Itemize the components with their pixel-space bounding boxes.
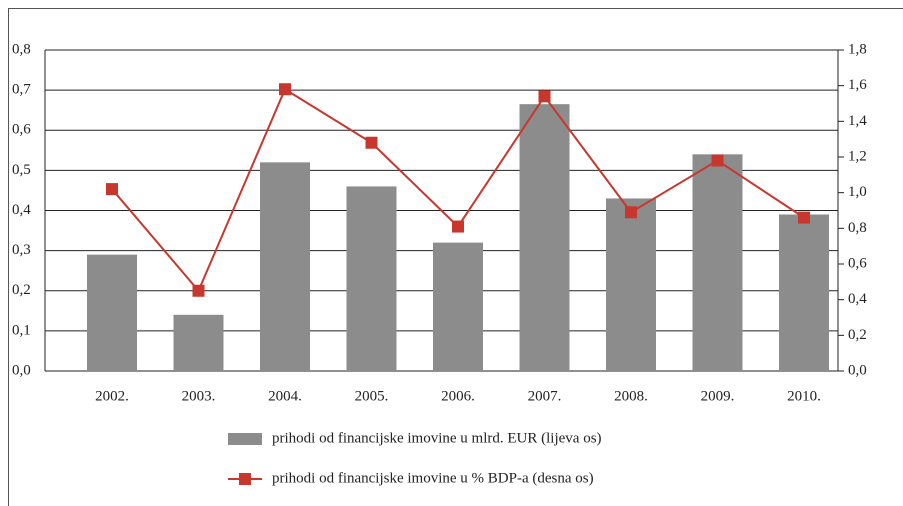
marker [538,90,551,103]
x-tick-label: 2004. [268,388,302,404]
bar [260,162,310,371]
legend-label: prihodi od financijske imovine u % BDP-a… [272,470,594,486]
x-tick-label: 2005. [355,388,389,404]
y2-tick-label: 0,4 [848,291,867,307]
bar [173,314,224,371]
y-tick-label: 0,4 [12,202,31,218]
marker [106,183,118,196]
y-tick-label: 0,8 [12,41,31,57]
legend-label: prihodi od financijske imovine u mlrd. E… [272,430,602,446]
x-tick-label: 2009. [701,388,735,404]
y-tick-label: 0,2 [12,282,31,298]
y2-tick-label: 1,8 [848,41,867,57]
y-tick-label: 0,7 [12,82,31,98]
y2-tick-label: 0,8 [848,220,867,236]
x-tick-label: 2003. [182,388,216,404]
marker [711,154,724,167]
y-tick-label: 0,0 [12,362,31,378]
marker [452,220,464,233]
y2-tick-label: 0,0 [848,362,867,378]
y-tick-label: 0,6 [12,122,31,138]
y2-tick-label: 1,4 [848,113,867,129]
marker [625,206,637,219]
bar [346,186,397,371]
y-tick-label: 0,1 [12,322,31,338]
y2-tick-label: 0,6 [848,255,867,271]
marker [365,136,378,149]
bar [606,198,656,371]
bar [779,214,829,371]
y2-tick-label: 1,6 [848,77,867,93]
bar [692,154,743,371]
x-tick-label: 2008. [614,388,648,404]
x-tick-label: 2010. [787,388,821,404]
marker [279,83,291,96]
legend-swatch [228,433,262,445]
frame [8,8,903,506]
bar [519,104,570,371]
x-tick-label: 2002. [95,388,129,404]
y-tick-label: 0,3 [12,242,31,258]
legend-swatch [239,473,251,485]
bar [87,254,137,371]
marker [798,211,810,224]
y2-tick-label: 1,2 [848,148,867,164]
x-tick-label: 2006. [441,388,475,404]
marker [192,284,205,297]
y-tick-label: 0,5 [12,162,31,178]
y2-tick-label: 1,0 [848,184,867,200]
bar [433,242,483,371]
x-tick-label: 2007. [528,388,562,404]
y2-tick-label: 0,2 [848,327,867,343]
